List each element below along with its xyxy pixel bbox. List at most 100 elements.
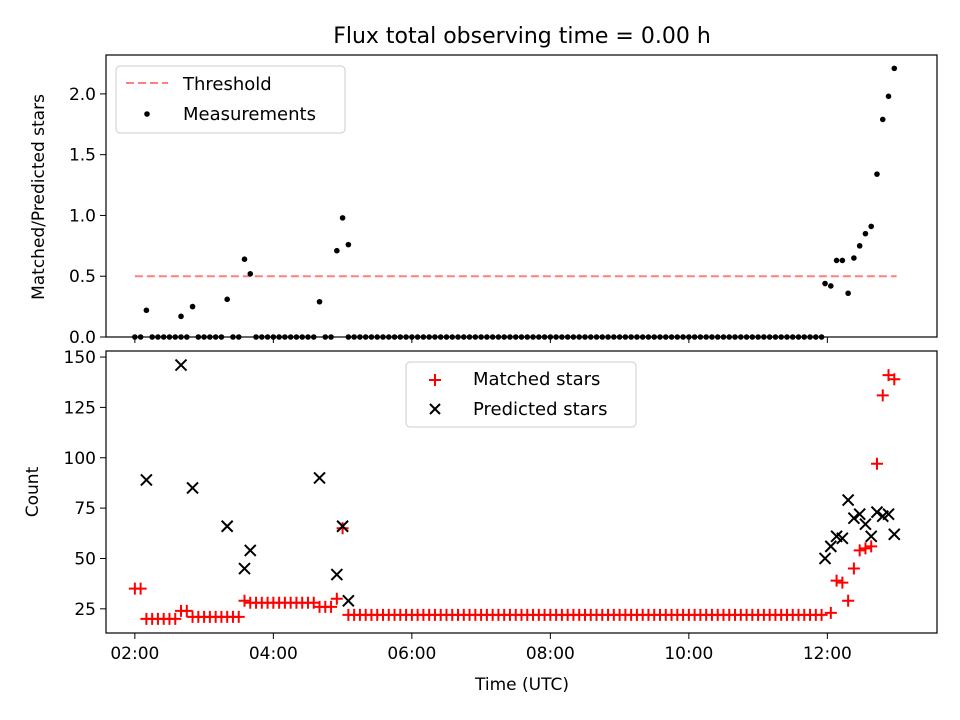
predicted-star-point <box>824 540 838 553</box>
top-y-ticks: 0.0 0.5 1.0 1.5 2.0 <box>69 85 106 348</box>
measurement-point <box>828 283 834 289</box>
top-y-tick-label: 1.5 <box>69 146 96 166</box>
matched-star-point <box>815 608 828 621</box>
x-tick-label: 06:00 <box>387 644 436 664</box>
measurement-point <box>224 296 230 303</box>
predicted-star-point <box>865 530 878 543</box>
measurement-point <box>891 65 898 72</box>
measurement-point <box>345 241 352 248</box>
measurement-point <box>334 247 340 254</box>
bottom-y-tick-label: 125 <box>64 398 96 418</box>
legend-matched-swatch <box>429 374 441 386</box>
predicted-star-point <box>238 562 251 575</box>
predicted-star-point <box>847 511 861 525</box>
x-axis-label: Time (UTC) <box>474 675 569 695</box>
legend-matched-label: Matched stars <box>473 369 600 390</box>
matched-star-point <box>853 544 866 557</box>
predicted-star-point <box>818 552 832 565</box>
x-tick-label: 12:00 <box>803 644 852 664</box>
predicted-star-point <box>836 532 849 545</box>
x-tick-label: 08:00 <box>526 644 575 664</box>
legend-threshold-label: Threshold <box>182 74 272 95</box>
counts-panel: Count Time (UTC) 25 50 75 100 125 150 02:00 04… <box>23 348 938 695</box>
top-y-tick-label: 0.0 <box>69 328 96 348</box>
matched-star-point <box>870 457 883 470</box>
matched-star-point <box>824 606 837 619</box>
x-tick-label: 02:00 <box>110 644 159 664</box>
bottom-y-axis-label: Count <box>23 466 43 517</box>
matched-star-point <box>876 389 889 402</box>
top-legend-box <box>115 65 346 134</box>
measurement-point <box>189 303 196 310</box>
measurement-point <box>879 116 886 123</box>
matched-star-point <box>830 574 843 587</box>
matched-star-point <box>238 594 251 607</box>
matched-star-point <box>330 592 343 605</box>
matched-star-point <box>836 576 849 589</box>
matched-star-point <box>336 522 349 535</box>
matched-star-point <box>847 562 860 575</box>
predicted-star-point <box>174 358 188 372</box>
measurement-point <box>885 93 892 100</box>
x-tick-label: 04:00 <box>249 644 298 664</box>
measurement-point <box>862 230 869 237</box>
predicted-star-point <box>859 518 872 531</box>
top-y-axis-label: Matched/Predicted stars <box>29 94 49 300</box>
measurement-point <box>874 171 880 177</box>
predicted-star-point <box>342 594 355 607</box>
top-legend: Threshold Measurements <box>115 65 346 134</box>
bottom-legend-box <box>405 361 637 428</box>
legend-predicted-swatch <box>429 403 441 415</box>
predicted-star-point <box>330 568 344 581</box>
predicted-star-point <box>882 507 895 521</box>
measurement-point <box>851 255 857 261</box>
measurement-point <box>868 223 875 230</box>
bottom-legend: Matched stars Predicted stars <box>405 361 637 428</box>
predicted-star-point <box>313 471 326 485</box>
top-y-tick-label: 1.0 <box>69 206 96 226</box>
measurement-point <box>143 307 150 314</box>
bottom-y-tick-label: 150 <box>64 348 96 368</box>
legend-measurements-swatch <box>144 111 150 117</box>
legend-measurements-label: Measurements <box>183 104 316 125</box>
measurement-point <box>822 280 828 287</box>
predicted-stars-points <box>140 358 901 607</box>
matched-star-point <box>325 600 338 613</box>
predicted-star-point <box>888 528 901 541</box>
matched-star-point <box>169 612 182 625</box>
measurement-point <box>845 290 851 297</box>
measurement-point <box>833 257 840 264</box>
predicted-star-point <box>140 473 153 487</box>
x-tick-label: 10:00 <box>664 644 713 664</box>
predicted-star-point <box>244 544 257 557</box>
bottom-x-ticks: 02:00 04:00 06:00 08:00 10:00 12:00 <box>110 633 852 664</box>
legend-predicted-label: Predicted stars <box>473 399 607 420</box>
chart-title: Flux total observing time = 0.00 h <box>333 24 711 49</box>
predicted-star-point <box>220 520 234 533</box>
predicted-star-point <box>186 481 199 495</box>
measurement-point <box>316 298 323 305</box>
predicted-star-point <box>336 520 349 533</box>
matched-star-point <box>842 594 855 607</box>
bottom-y-tick-label: 75 <box>74 499 96 519</box>
measurement-point <box>839 257 846 264</box>
matched-star-point <box>180 604 193 617</box>
matched-star-point <box>232 610 245 623</box>
matched-stars-points <box>128 369 901 625</box>
matched-star-point <box>888 373 901 386</box>
top-y-tick-label: 2.0 <box>69 85 96 105</box>
bottom-y-ticks: 25 50 75 100 125 150 <box>64 348 106 620</box>
predicted-star-point <box>841 493 855 507</box>
bottom-y-tick-label: 100 <box>64 449 96 469</box>
ratio-panel: Flux total observing time = 0.00 h Match… <box>29 24 938 348</box>
matched-star-point <box>859 542 872 555</box>
measurement-point <box>856 243 863 249</box>
measurement-point <box>178 313 184 320</box>
predicted-star-point <box>870 505 884 519</box>
top-y-tick-label: 0.5 <box>69 267 96 287</box>
bottom-y-tick-label: 50 <box>74 549 96 569</box>
matched-star-point <box>134 582 147 595</box>
top-axes-frame <box>105 54 938 338</box>
bottom-axes-frame <box>105 350 938 634</box>
